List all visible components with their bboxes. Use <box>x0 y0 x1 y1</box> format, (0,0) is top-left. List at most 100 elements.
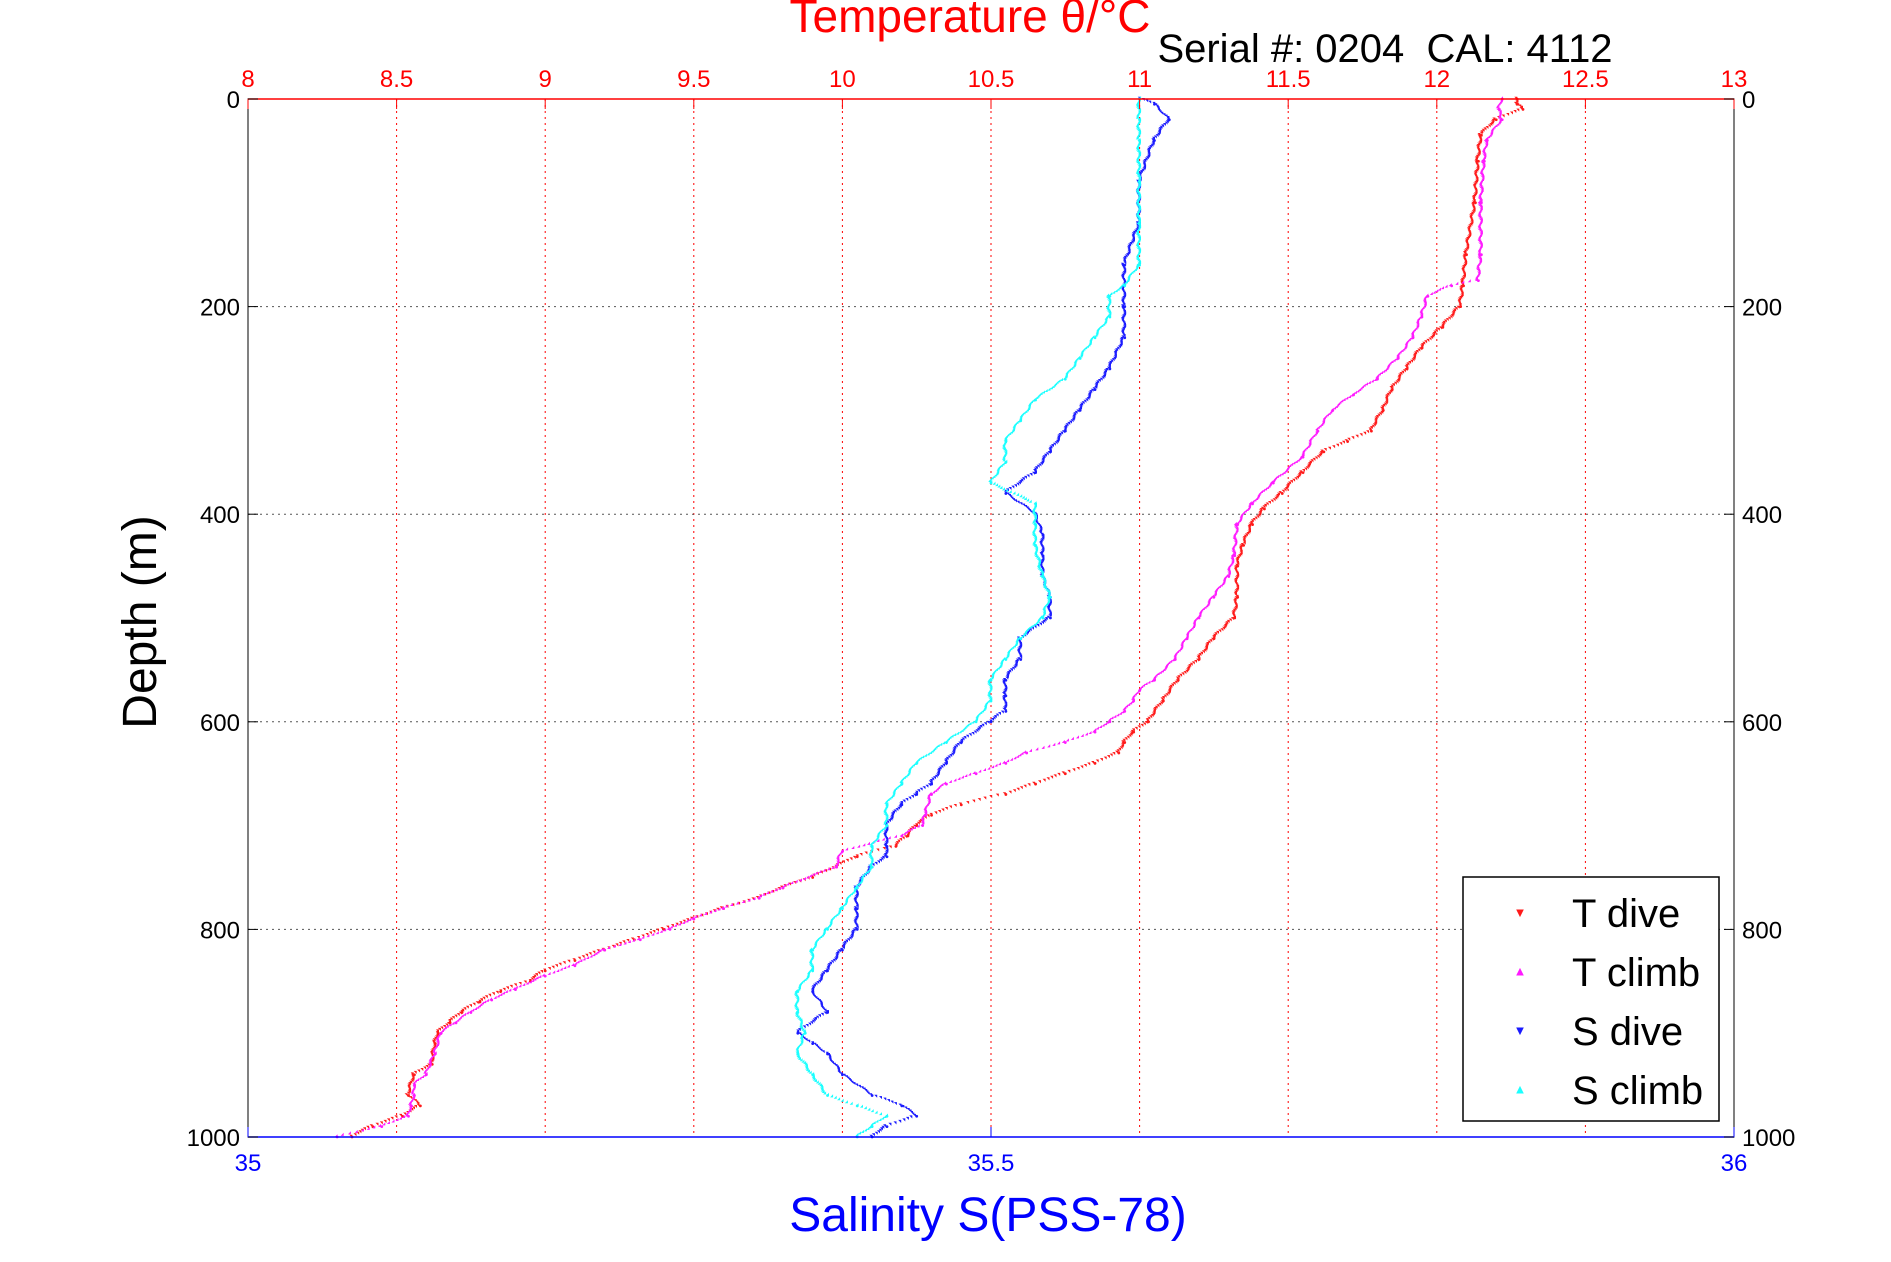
top-tick-label: 9 <box>539 66 552 93</box>
data-point <box>1019 658 1023 661</box>
grid <box>248 99 1734 1137</box>
data-point <box>1123 336 1127 340</box>
data-point <box>1123 284 1127 288</box>
data-point <box>989 720 993 724</box>
data-point <box>1251 502 1254 506</box>
data-point <box>974 720 978 724</box>
data-point <box>835 865 838 869</box>
data-point <box>974 772 978 776</box>
data-point <box>930 782 933 786</box>
top-tick-label: 8.5 <box>380 66 413 93</box>
data-point <box>1025 751 1029 755</box>
legend-label: S climb <box>1572 1069 1703 1113</box>
data-point <box>1153 102 1156 106</box>
data-point <box>1063 377 1067 381</box>
top-tick-label: 12.5 <box>1562 66 1609 93</box>
data-point <box>1138 222 1141 225</box>
data-point <box>1004 658 1008 661</box>
data-point <box>826 1052 829 1056</box>
data-point <box>1242 543 1246 547</box>
legend-label: T dive <box>1572 892 1680 936</box>
data-point <box>870 1094 874 1097</box>
data-point <box>1004 678 1008 682</box>
data-point <box>1263 507 1266 511</box>
data-point <box>915 761 919 765</box>
data-point <box>1381 409 1385 412</box>
data-point <box>1117 751 1121 755</box>
data-point <box>1477 159 1480 163</box>
data-point <box>796 1011 800 1014</box>
data-point <box>573 964 577 968</box>
data-point <box>811 1073 815 1077</box>
data-point <box>1123 263 1127 267</box>
legend-label: S dive <box>1572 1010 1683 1054</box>
data-point <box>921 824 925 827</box>
data-point <box>989 481 993 485</box>
data-point <box>796 1031 800 1035</box>
data-point <box>1138 263 1141 267</box>
data-point <box>1108 367 1112 371</box>
data-point <box>1441 325 1445 329</box>
data-point <box>1078 409 1082 412</box>
data-point <box>1041 533 1045 537</box>
data-point <box>900 1104 904 1108</box>
salinity-axis-title: Salinity S(PSS-78) <box>789 1189 1186 1242</box>
data-point <box>1236 564 1240 568</box>
data-point <box>900 834 904 838</box>
data-point <box>1108 720 1112 724</box>
data-point <box>1034 543 1037 547</box>
data-point <box>1004 761 1008 765</box>
left-depth-tick-label: 200 <box>200 295 240 322</box>
data-point <box>885 855 889 859</box>
data-point <box>1004 710 1008 713</box>
data-point <box>469 1011 473 1014</box>
data-point <box>841 850 844 853</box>
data-point <box>1132 730 1136 734</box>
data-point <box>1322 450 1326 454</box>
data-point <box>490 998 494 1002</box>
data-point <box>1004 492 1008 495</box>
data-point <box>1450 284 1454 288</box>
data-point <box>1093 761 1097 765</box>
left-depth-tick-label: 0 <box>227 87 240 114</box>
legend-marker <box>1516 1027 1524 1036</box>
data-point <box>811 969 815 973</box>
data-point <box>1049 595 1052 599</box>
data-point <box>1147 720 1150 724</box>
data-point <box>1331 409 1335 412</box>
data-point <box>692 917 696 921</box>
data-point <box>885 844 889 848</box>
top-tick-label: 13 <box>1721 66 1748 93</box>
data-point <box>855 886 859 890</box>
data-point <box>900 803 904 807</box>
data-point <box>959 803 963 807</box>
data-point <box>1132 699 1136 703</box>
data-point <box>1173 658 1177 661</box>
bottom-tick-label: 36 <box>1721 1150 1748 1177</box>
data-point <box>543 969 547 973</box>
data-point <box>1465 253 1468 257</box>
data-series <box>334 96 1525 1139</box>
data-point <box>1236 595 1240 599</box>
data-point <box>1004 440 1008 443</box>
data-point <box>906 834 910 838</box>
data-point <box>841 948 844 952</box>
data-point <box>1034 398 1037 402</box>
data-point <box>811 948 815 952</box>
data-point <box>1041 616 1045 620</box>
data-point <box>1138 139 1141 142</box>
legend-marker <box>1516 967 1524 976</box>
data-point <box>1271 481 1275 485</box>
data-point <box>1004 460 1008 464</box>
data-point <box>460 1011 464 1014</box>
data-point <box>900 782 904 786</box>
data-point <box>413 1073 416 1077</box>
data-point <box>1390 388 1394 392</box>
data-point <box>885 1125 889 1129</box>
data-point <box>989 678 993 682</box>
right-depth-tick-label: 0 <box>1742 87 1755 114</box>
data-point <box>989 699 993 703</box>
data-point <box>1108 315 1112 319</box>
legend: T dive T climb S dive S climb <box>1462 876 1720 1122</box>
data-point <box>781 886 785 890</box>
